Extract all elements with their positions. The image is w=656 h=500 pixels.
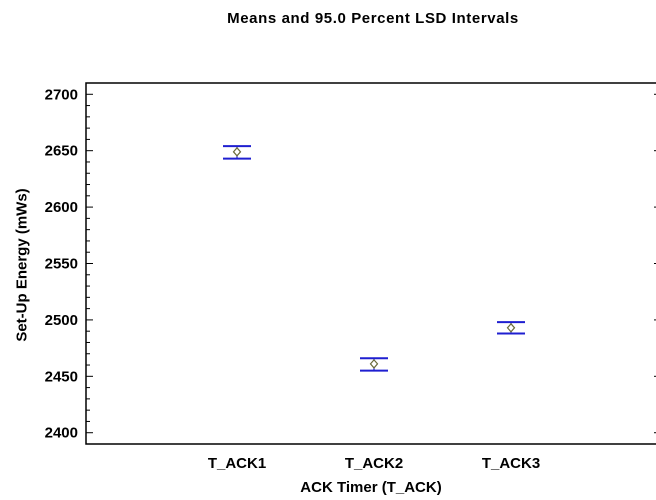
chart-title: Means and 95.0 Percent LSD Intervals — [227, 10, 519, 27]
y-axis-label: Set-Up Energy (mWs) — [13, 188, 31, 342]
y-tick-label: 2700 — [45, 86, 78, 103]
x-tick-label: T_ACK3 — [482, 455, 540, 472]
y-tick-label: 2450 — [45, 368, 78, 385]
x-tick-label: T_ACK1 — [208, 455, 266, 472]
x-axis-label: ACK Timer (T_ACK) — [300, 479, 442, 496]
mean-marker — [369, 358, 379, 369]
y-tick-label: 2550 — [45, 256, 78, 273]
x-tick-label: T_ACK2 — [345, 455, 403, 472]
mean-marker — [506, 322, 516, 333]
y-tick-label: 2500 — [45, 312, 78, 329]
y-tick-label: 2650 — [45, 143, 78, 160]
y-tick-label: 2400 — [45, 425, 78, 442]
mean-marker — [232, 146, 242, 157]
plot-frame — [85, 82, 656, 445]
y-tick-label: 2600 — [45, 199, 78, 216]
